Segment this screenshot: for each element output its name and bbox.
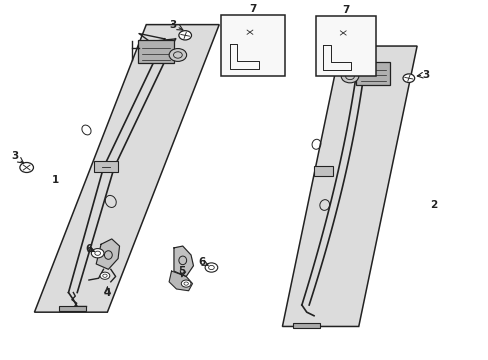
Polygon shape [169, 271, 192, 291]
Polygon shape [229, 44, 259, 69]
Text: 6: 6 [198, 257, 205, 267]
Polygon shape [96, 239, 119, 269]
FancyBboxPatch shape [221, 15, 285, 76]
Circle shape [341, 70, 358, 83]
Text: 7: 7 [342, 5, 349, 15]
FancyBboxPatch shape [313, 166, 332, 176]
Circle shape [402, 74, 414, 82]
Polygon shape [292, 323, 319, 328]
Text: 5: 5 [178, 266, 185, 276]
Circle shape [244, 28, 255, 36]
Circle shape [100, 272, 110, 279]
Text: 4: 4 [103, 288, 111, 297]
Text: 6: 6 [85, 244, 92, 253]
Text: 3: 3 [11, 151, 19, 161]
Text: 7: 7 [249, 4, 256, 14]
Circle shape [181, 280, 191, 287]
Circle shape [20, 162, 33, 172]
Polygon shape [59, 306, 86, 311]
Circle shape [179, 31, 191, 40]
Circle shape [204, 263, 217, 272]
Text: 2: 2 [429, 200, 437, 210]
Circle shape [169, 49, 186, 62]
Polygon shape [282, 46, 416, 327]
Polygon shape [323, 45, 351, 70]
Circle shape [91, 249, 104, 258]
FancyBboxPatch shape [94, 161, 117, 172]
Text: 1: 1 [52, 175, 60, 185]
Text: 3: 3 [422, 69, 429, 80]
Polygon shape [174, 246, 193, 276]
Circle shape [337, 29, 348, 37]
Text: 3: 3 [168, 19, 176, 30]
FancyBboxPatch shape [137, 40, 174, 63]
FancyBboxPatch shape [315, 16, 375, 76]
Polygon shape [34, 24, 219, 312]
FancyBboxPatch shape [355, 62, 389, 85]
